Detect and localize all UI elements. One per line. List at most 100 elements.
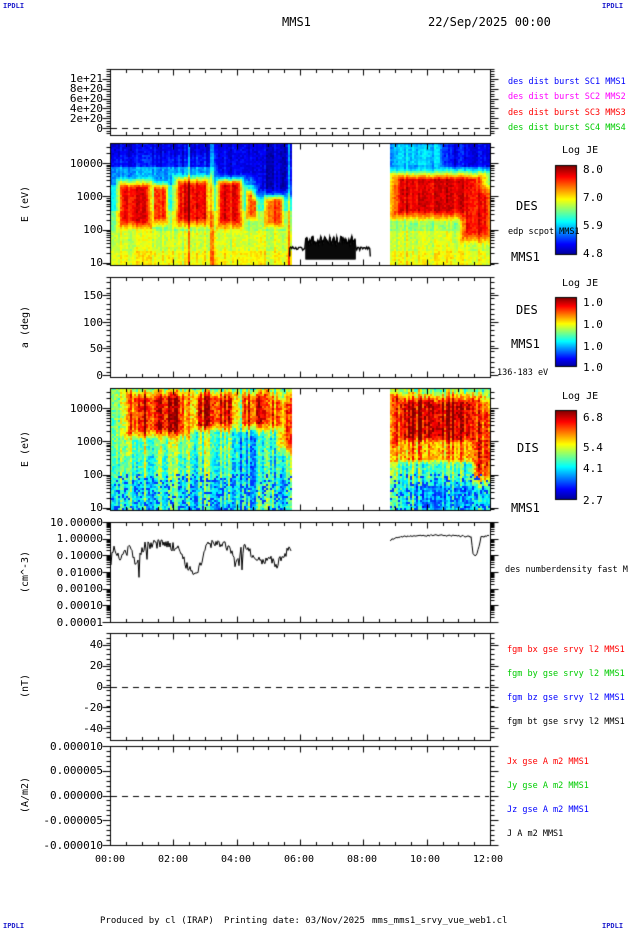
colorbar-2-title: Log JE bbox=[562, 391, 599, 402]
panel-3-ytick-0: 10000 bbox=[69, 402, 103, 415]
panel-2-right-label-2: 136-183 eV bbox=[497, 368, 549, 378]
panel-3-ytick-3: 10 bbox=[89, 501, 103, 514]
start-datetime: 22/Sep/2025 00:00 bbox=[428, 15, 551, 29]
panel-1-right-label-1: edp scpot MMS1 bbox=[508, 227, 580, 237]
footer-script-name: mms_mms1_srvy_vue_web1.cl bbox=[372, 916, 508, 926]
panel-6-right-label-1: Jy gse A m2 MMS1 bbox=[507, 781, 589, 791]
des-energy-spectrogram-colorbar bbox=[555, 165, 577, 255]
panel-5-right-label-1: fgm by gse srvy l2 MMS1 bbox=[507, 669, 625, 679]
panel-6-ytick-3: -0.000005 bbox=[43, 814, 103, 827]
panel-0-ytick-1: 8e+20 bbox=[69, 82, 103, 95]
panel-4-ytick-1: 1.00000 bbox=[56, 532, 103, 545]
footer-produced-by: Produced by cl (IRAP) bbox=[100, 916, 214, 926]
colorbar-0-tick-2: 5.9 bbox=[583, 219, 603, 232]
panel-4-ytick-6: 0.00001 bbox=[56, 616, 103, 629]
panel-4-ytick-2: 0.10000 bbox=[56, 549, 103, 562]
colorbar-0-tick-1: 7.0 bbox=[583, 191, 603, 204]
panel-6-ytick-0: 0.000010 bbox=[50, 740, 103, 753]
panel-0-ytick-5: 0 bbox=[96, 122, 103, 135]
panel-2-right-label-1: MMS1 bbox=[511, 337, 540, 351]
panel-5-ytick-1: 20 bbox=[89, 659, 103, 672]
colorbar-1-tick-0: 1.0 bbox=[583, 296, 603, 309]
panel-3-ylabel: E (eV) bbox=[20, 430, 31, 468]
corner-label-top-right: IPDLI bbox=[602, 2, 624, 10]
panel-1-right-label-0: DES bbox=[516, 199, 538, 213]
colorbar-1-tick-3: 1.0 bbox=[583, 361, 603, 374]
colorbar-0-tick-3: 4.8 bbox=[583, 247, 603, 260]
x-tick-1: 02:00 bbox=[157, 854, 189, 865]
panel-0-ytick-0: 1e+21 bbox=[69, 72, 103, 85]
panel-2-ytick-1: 100 bbox=[83, 316, 103, 329]
colorbar-2-tick-3: 2.7 bbox=[583, 494, 603, 507]
panel-5-ytick-3: -20 bbox=[83, 701, 103, 714]
spacecraft-title: MMS1 bbox=[282, 15, 311, 29]
panel-0-right-label-3: des dist burst SC4 MMS4 bbox=[508, 123, 626, 133]
panel-5-right-label-3: fgm bt gse srvy l2 MMS1 bbox=[507, 717, 625, 727]
colorbar-1-tick-1: 1.0 bbox=[583, 318, 603, 331]
panel-3-right-label-1: MMS1 bbox=[511, 501, 540, 515]
panel-1-ytick-2: 100 bbox=[83, 223, 103, 236]
panel-6-ytick-2: 0.000000 bbox=[50, 789, 103, 802]
corner-label-top-left: IPDLI bbox=[3, 2, 25, 10]
panel-5-ytick-2: 0 bbox=[96, 680, 103, 693]
panel-0-right-label-0: des dist burst SC1 MMS1 bbox=[508, 77, 626, 87]
panel-2-ylabel: a (deg) bbox=[20, 305, 31, 349]
colorbar-2-tick-2: 4.1 bbox=[583, 462, 603, 475]
current-density-plot-area bbox=[110, 746, 490, 845]
dis-energy-spectrogram-colorbar bbox=[555, 410, 577, 500]
x-tick-6: 12:00 bbox=[472, 854, 504, 865]
panel-1-ytick-3: 10 bbox=[89, 256, 103, 269]
panel-4-ytick-0: 10.00000 bbox=[50, 516, 103, 529]
x-tick-0: 00:00 bbox=[94, 854, 126, 865]
panel-0-ytick-3: 4e+20 bbox=[69, 102, 103, 115]
panel-6-right-label-0: Jx gse A m2 MMS1 bbox=[507, 757, 589, 767]
colorbar-0-title: Log JE bbox=[562, 145, 599, 156]
panel-5-ylabel: (nT) bbox=[20, 673, 31, 699]
panel-1-ytick-1: 1000 bbox=[76, 190, 104, 203]
panel-4-right-label-0: des numberdensity fast M bbox=[505, 565, 628, 575]
colorbar-1-tick-2: 1.0 bbox=[583, 340, 603, 353]
panel-4-ylabel: (cm^-3) bbox=[20, 550, 31, 594]
panel-2-right-label-0: DES bbox=[516, 303, 538, 317]
panel-0-ytick-2: 6e+20 bbox=[69, 92, 103, 105]
dis-energy-spectrogram-plot-area bbox=[110, 388, 490, 510]
panel-5-right-label-2: fgm bz gse srvy l2 MMS1 bbox=[507, 693, 625, 703]
des-pitch-angle-colorbar bbox=[555, 297, 577, 367]
panel-5-ytick-0: 40 bbox=[89, 638, 103, 651]
x-tick-2: 04:00 bbox=[220, 854, 252, 865]
panel-1-right-label-2: MMS1 bbox=[511, 250, 540, 264]
des-number-density-plot-area bbox=[110, 522, 490, 622]
panel-2-ytick-2: 50 bbox=[89, 342, 103, 355]
corner-label-bottom-right: IPDLI bbox=[602, 922, 624, 930]
panel-3-ytick-1: 1000 bbox=[76, 435, 104, 448]
colorbar-1-title: Log JE bbox=[562, 278, 599, 289]
panel-1-ylabel: E (eV) bbox=[20, 185, 31, 223]
panel-1-ytick-0: 10000 bbox=[69, 157, 103, 170]
panel-4-ytick-3: 0.01000 bbox=[56, 566, 103, 579]
des-pitch-angle-plot-area bbox=[110, 277, 490, 377]
panel-2-ytick-3: 0 bbox=[96, 369, 103, 382]
panel-5-ytick-4: -40 bbox=[83, 722, 103, 735]
fgm-magnetic-field-plot-area bbox=[110, 633, 490, 740]
colorbar-0-tick-0: 8.0 bbox=[583, 163, 603, 176]
x-tick-5: 10:00 bbox=[409, 854, 441, 865]
panel-6-right-label-3: J A m2 MMS1 bbox=[507, 829, 564, 839]
panel-4-ytick-5: 0.00010 bbox=[56, 599, 103, 612]
panel-3-ytick-2: 100 bbox=[83, 468, 103, 481]
panel-4-ytick-4: 0.00100 bbox=[56, 582, 103, 595]
colorbar-2-tick-0: 6.8 bbox=[583, 411, 603, 424]
panel-2-ytick-0: 150 bbox=[83, 289, 103, 302]
corner-label-bottom-left: IPDLI bbox=[3, 922, 25, 930]
panel-0-right-label-2: des dist burst SC3 MMS3 bbox=[508, 108, 626, 118]
des-energy-spectrogram-plot-area bbox=[110, 143, 490, 265]
panel-6-ytick-4: -0.000010 bbox=[43, 839, 103, 852]
panel-3-right-label-0: DIS bbox=[517, 441, 539, 455]
des-dist-burst-plot-area bbox=[110, 69, 490, 135]
panel-6-right-label-2: Jz gse A m2 MMS1 bbox=[507, 805, 589, 815]
panel-6-ytick-1: 0.000005 bbox=[50, 764, 103, 777]
footer-printing-date: Printing date: 03/Nov/2025 bbox=[224, 916, 365, 926]
panel-0-ytick-4: 2e+20 bbox=[69, 112, 103, 125]
panel-0-right-label-1: des dist burst SC2 MMS2 bbox=[508, 92, 626, 102]
